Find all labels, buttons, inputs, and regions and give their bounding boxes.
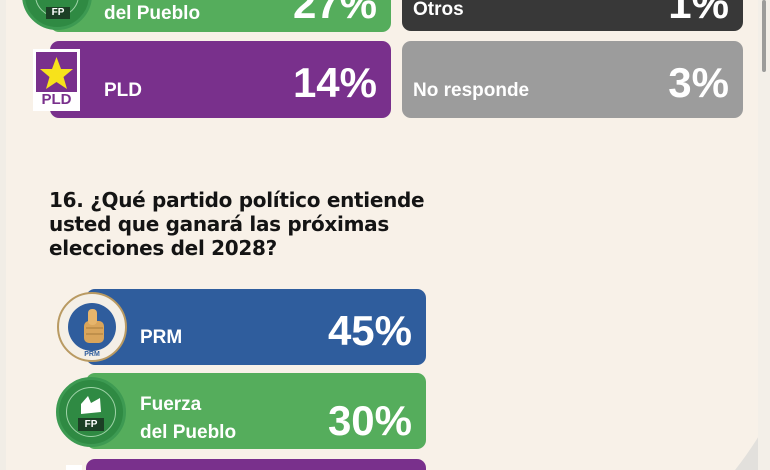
pld-logo-icon: PLD bbox=[33, 49, 80, 111]
bar-label: PRM bbox=[140, 327, 183, 348]
thumbs-up-icon bbox=[84, 309, 104, 343]
question-line: elecciones del 2028? bbox=[49, 236, 277, 260]
bar-fp-prev: del Pueblo 27% bbox=[50, 0, 391, 32]
bar-fp: Fuerza del Pueblo 30% bbox=[86, 373, 426, 449]
bar-label: No responde bbox=[413, 80, 530, 101]
bar-label: Otros bbox=[413, 0, 464, 20]
bar-label-line2: del Pueblo bbox=[140, 422, 237, 443]
scrollbar[interactable] bbox=[762, 0, 766, 72]
bar-value: 27% bbox=[292, 0, 377, 27]
question-line: usted que ganará las próximas bbox=[49, 212, 389, 236]
bar-prm: PRM 45% bbox=[86, 289, 426, 365]
bar-value: 1% bbox=[668, 0, 729, 27]
star-icon bbox=[40, 57, 73, 89]
fp-logo-badge: FP bbox=[46, 7, 70, 19]
pld-logo-text: PLD bbox=[36, 92, 77, 108]
bar-label: del Pueblo bbox=[104, 3, 201, 24]
side-panel bbox=[758, 0, 770, 470]
fp-logo-icon: FP bbox=[56, 377, 126, 447]
pld-logo-icon bbox=[66, 465, 82, 470]
bar-no-responde: No responde 3% bbox=[402, 41, 743, 118]
question-title: 16. ¿Qué partido político entiende usted… bbox=[49, 188, 449, 260]
prm-logo-text: PRM bbox=[84, 351, 100, 358]
bar-pld bbox=[86, 459, 426, 470]
question-line: 16. ¿Qué partido político entiende bbox=[49, 188, 425, 212]
bar-label-line1: Fuerza bbox=[140, 394, 202, 415]
fp-logo-badge: FP bbox=[78, 418, 104, 431]
flower-icon bbox=[81, 396, 101, 414]
bar-value: 45% bbox=[327, 307, 412, 354]
bar-value: 30% bbox=[327, 397, 412, 444]
bar-pld-prev: PLD 14% bbox=[50, 41, 391, 118]
bar-otros: Otros 1% bbox=[402, 0, 743, 31]
prm-logo-icon: PRM bbox=[57, 292, 127, 362]
bar-label: PLD bbox=[104, 80, 142, 101]
left-edge bbox=[0, 0, 6, 470]
bar-value: 14% bbox=[292, 59, 377, 106]
bar-value: 3% bbox=[668, 59, 729, 106]
